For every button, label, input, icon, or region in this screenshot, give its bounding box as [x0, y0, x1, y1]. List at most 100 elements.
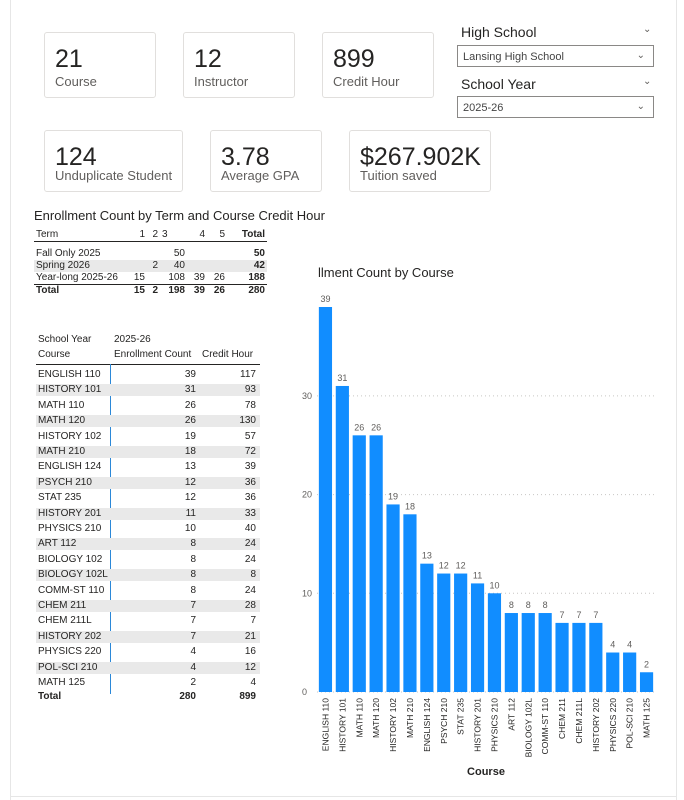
table-row[interactable]: PSYCH 210 12 36 — [36, 476, 260, 489]
enrollment-cell: 4 — [190, 661, 196, 673]
cell: 280 — [248, 284, 265, 296]
kpi-card-unduplicate-student[interactable]: 124 Unduplicate Student — [44, 130, 183, 192]
x-tick-label: STAT 235 — [456, 698, 466, 735]
cell: 2 — [152, 284, 158, 296]
table-row[interactable]: HISTORY 102 19 57 — [36, 431, 260, 443]
cell: Total — [36, 284, 60, 296]
table-row[interactable]: BIOLOGY 102 8 24 — [36, 554, 260, 566]
header-cell: 1 — [139, 229, 145, 240]
bar[interactable] — [589, 622, 603, 692]
table-row[interactable]: HISTORY 101 31 93 — [36, 384, 260, 397]
data-label: 11 — [473, 570, 482, 580]
kpi-label: Instructor — [194, 74, 249, 89]
x-tick-label: POL-SCI 210 — [625, 698, 635, 749]
x-tick-label: PHYSICS 220 — [608, 698, 618, 752]
data-label: 39 — [320, 294, 330, 304]
data-label: 12 — [439, 561, 449, 571]
credit-hour-cell: 130 — [239, 415, 256, 427]
table-row[interactable]: Fall Only 2025 50 50 — [34, 248, 267, 260]
table-row[interactable]: BIOLOGY 102L 8 8 — [36, 569, 260, 582]
cell: 26 — [213, 284, 225, 296]
chevron-down-icon[interactable]: ⌄ — [643, 76, 652, 87]
table-row[interactable]: ENGLISH 110 39 117 — [36, 369, 260, 381]
bar[interactable] — [504, 613, 518, 692]
kpi-label: Credit Hour — [333, 74, 400, 89]
credit-hour-cell: 4 — [250, 677, 256, 688]
y-tick-label: 30 — [302, 391, 312, 401]
enrollment-cell: 8 — [190, 584, 196, 596]
course-cell: HISTORY 102 — [38, 430, 102, 442]
table-row[interactable]: ENGLISH 124 13 39 — [36, 461, 260, 473]
credit-hour-cell: 16 — [244, 646, 256, 658]
table-total-row: Total 280 899 — [36, 691, 260, 703]
table-row[interactable]: COMM-ST 110 8 24 — [36, 585, 260, 597]
table-row[interactable]: Year-long 2025-26 15 108 39 26 188 — [34, 272, 267, 285]
table-row[interactable]: HISTORY 201 11 33 — [36, 507, 260, 520]
bar[interactable] — [555, 622, 569, 692]
table-row[interactable]: MATH 110 26 78 — [36, 400, 260, 412]
cell — [147, 272, 160, 285]
enrollment-cell: 7 — [190, 600, 196, 611]
bar[interactable] — [538, 613, 552, 692]
bar[interactable] — [335, 385, 349, 692]
data-label: 19 — [388, 491, 398, 501]
x-tick-label: PSYCH 210 — [439, 698, 449, 744]
school-year-dropdown[interactable]: 2025-26 ⌄ — [457, 96, 654, 118]
bar[interactable] — [572, 622, 586, 692]
bar[interactable] — [403, 514, 417, 692]
bar[interactable] — [623, 652, 637, 692]
course-cell: STAT 235 — [38, 492, 82, 504]
kpi-value: 3.78 — [221, 143, 270, 171]
bar[interactable] — [318, 307, 333, 692]
table-row[interactable]: Spring 2026 2 40 42 — [34, 259, 267, 272]
table-row[interactable]: PHYSICS 220 4 16 — [36, 646, 260, 658]
bar[interactable] — [487, 593, 502, 692]
table-row[interactable]: PHYSICS 210 10 40 — [36, 523, 260, 535]
enrollment-cell: 13 — [184, 461, 196, 473]
bar[interactable] — [352, 435, 366, 692]
bar[interactable] — [454, 573, 468, 692]
course-cell: CHEM 211L — [38, 615, 92, 627]
bar[interactable] — [639, 672, 654, 692]
credit-hour-cell: 36 — [244, 492, 256, 504]
bar[interactable] — [369, 435, 383, 692]
table-row[interactable]: MATH 120 26 130 — [36, 415, 260, 428]
high-school-dropdown[interactable]: Lansing High School ⌄ — [457, 45, 654, 67]
table-row[interactable]: CHEM 211 7 28 — [36, 600, 260, 612]
kpi-card-tuition-saved[interactable]: $267.902K Tuition saved — [349, 130, 491, 192]
bar[interactable] — [521, 613, 535, 692]
term-matrix-header-row: Term 1 2 3 4 5 Total — [34, 229, 267, 242]
table-row[interactable]: MATH 125 2 4 — [36, 677, 260, 689]
bar[interactable] — [386, 504, 400, 692]
course-table: School Year 2025-26 Course Enrollment Co… — [36, 334, 262, 702]
table-row[interactable]: MATH 210 18 72 — [36, 446, 260, 458]
table-row[interactable]: ART 112 8 24 — [36, 538, 260, 551]
bar[interactable] — [470, 583, 485, 692]
x-tick-label: HISTORY 202 — [591, 698, 601, 752]
x-tick-label: HISTORY 201 — [473, 698, 483, 752]
table-row[interactable]: STAT 235 12 36 — [36, 492, 260, 504]
cell — [130, 248, 147, 260]
kpi-card-course[interactable]: 21 Course — [44, 32, 156, 98]
table-row[interactable]: HISTORY 202 7 21 — [36, 630, 260, 643]
slicer-title-high-school: High School — [461, 24, 537, 40]
bar[interactable] — [606, 652, 620, 692]
data-label: 8 — [543, 600, 548, 610]
credit-hour-cell: 7 — [250, 615, 256, 627]
y-tick-label: 10 — [302, 588, 312, 598]
x-tick-label: CHEM 211 — [557, 698, 567, 739]
chevron-down-icon[interactable]: ⌄ — [643, 24, 652, 35]
kpi-card-credit-hour[interactable]: 899 Credit Hour — [322, 32, 434, 98]
kpi-card-average-gpa[interactable]: 3.78 Average GPA — [210, 130, 322, 192]
x-tick-label: HISTORY 101 — [337, 698, 347, 752]
bar[interactable] — [420, 563, 434, 692]
course-chart-title: llment Count by Course — [318, 265, 454, 280]
bar[interactable] — [437, 573, 451, 692]
data-label: 10 — [489, 580, 499, 590]
kpi-card-instructor[interactable]: 12 Instructor — [183, 32, 295, 98]
cell: 15 — [133, 284, 145, 296]
x-tick-label: MATH 125 — [642, 698, 652, 738]
table-row[interactable]: POL-SCI 210 4 12 — [36, 661, 260, 674]
table-row[interactable]: CHEM 211L 7 7 — [36, 615, 260, 627]
header-cell: Term — [36, 229, 59, 240]
